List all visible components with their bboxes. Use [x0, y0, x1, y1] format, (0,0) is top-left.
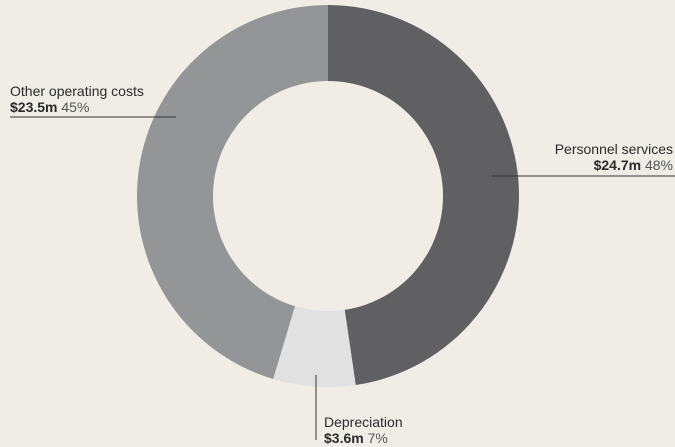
donut-slices	[136, 5, 520, 388]
slice-name: Other operating costs	[10, 83, 144, 99]
slice-depreciation	[273, 306, 356, 388]
slice-percent: 7%	[367, 430, 388, 446]
slice-amount: $23.5m	[10, 99, 58, 115]
leader-lines	[10, 116, 675, 440]
label-personnel-services: Personnel services $24.7m 48%	[555, 141, 673, 173]
label-other-operating-costs: Other operating costs $23.5m 45%	[10, 83, 144, 115]
slice-name: Personnel services	[554, 141, 673, 157]
slice-personnel-services	[328, 5, 520, 385]
slice-amount: $3.6m	[324, 430, 364, 446]
slice-name: Depreciation	[324, 414, 403, 430]
slice-percent: 45%	[61, 99, 90, 115]
slice-other-operating-costs	[136, 5, 328, 379]
slice-percent: 48%	[644, 157, 673, 173]
slice-amount: $24.7m	[593, 157, 642, 173]
label-depreciation: Depreciation $3.6m 7%	[324, 414, 403, 446]
